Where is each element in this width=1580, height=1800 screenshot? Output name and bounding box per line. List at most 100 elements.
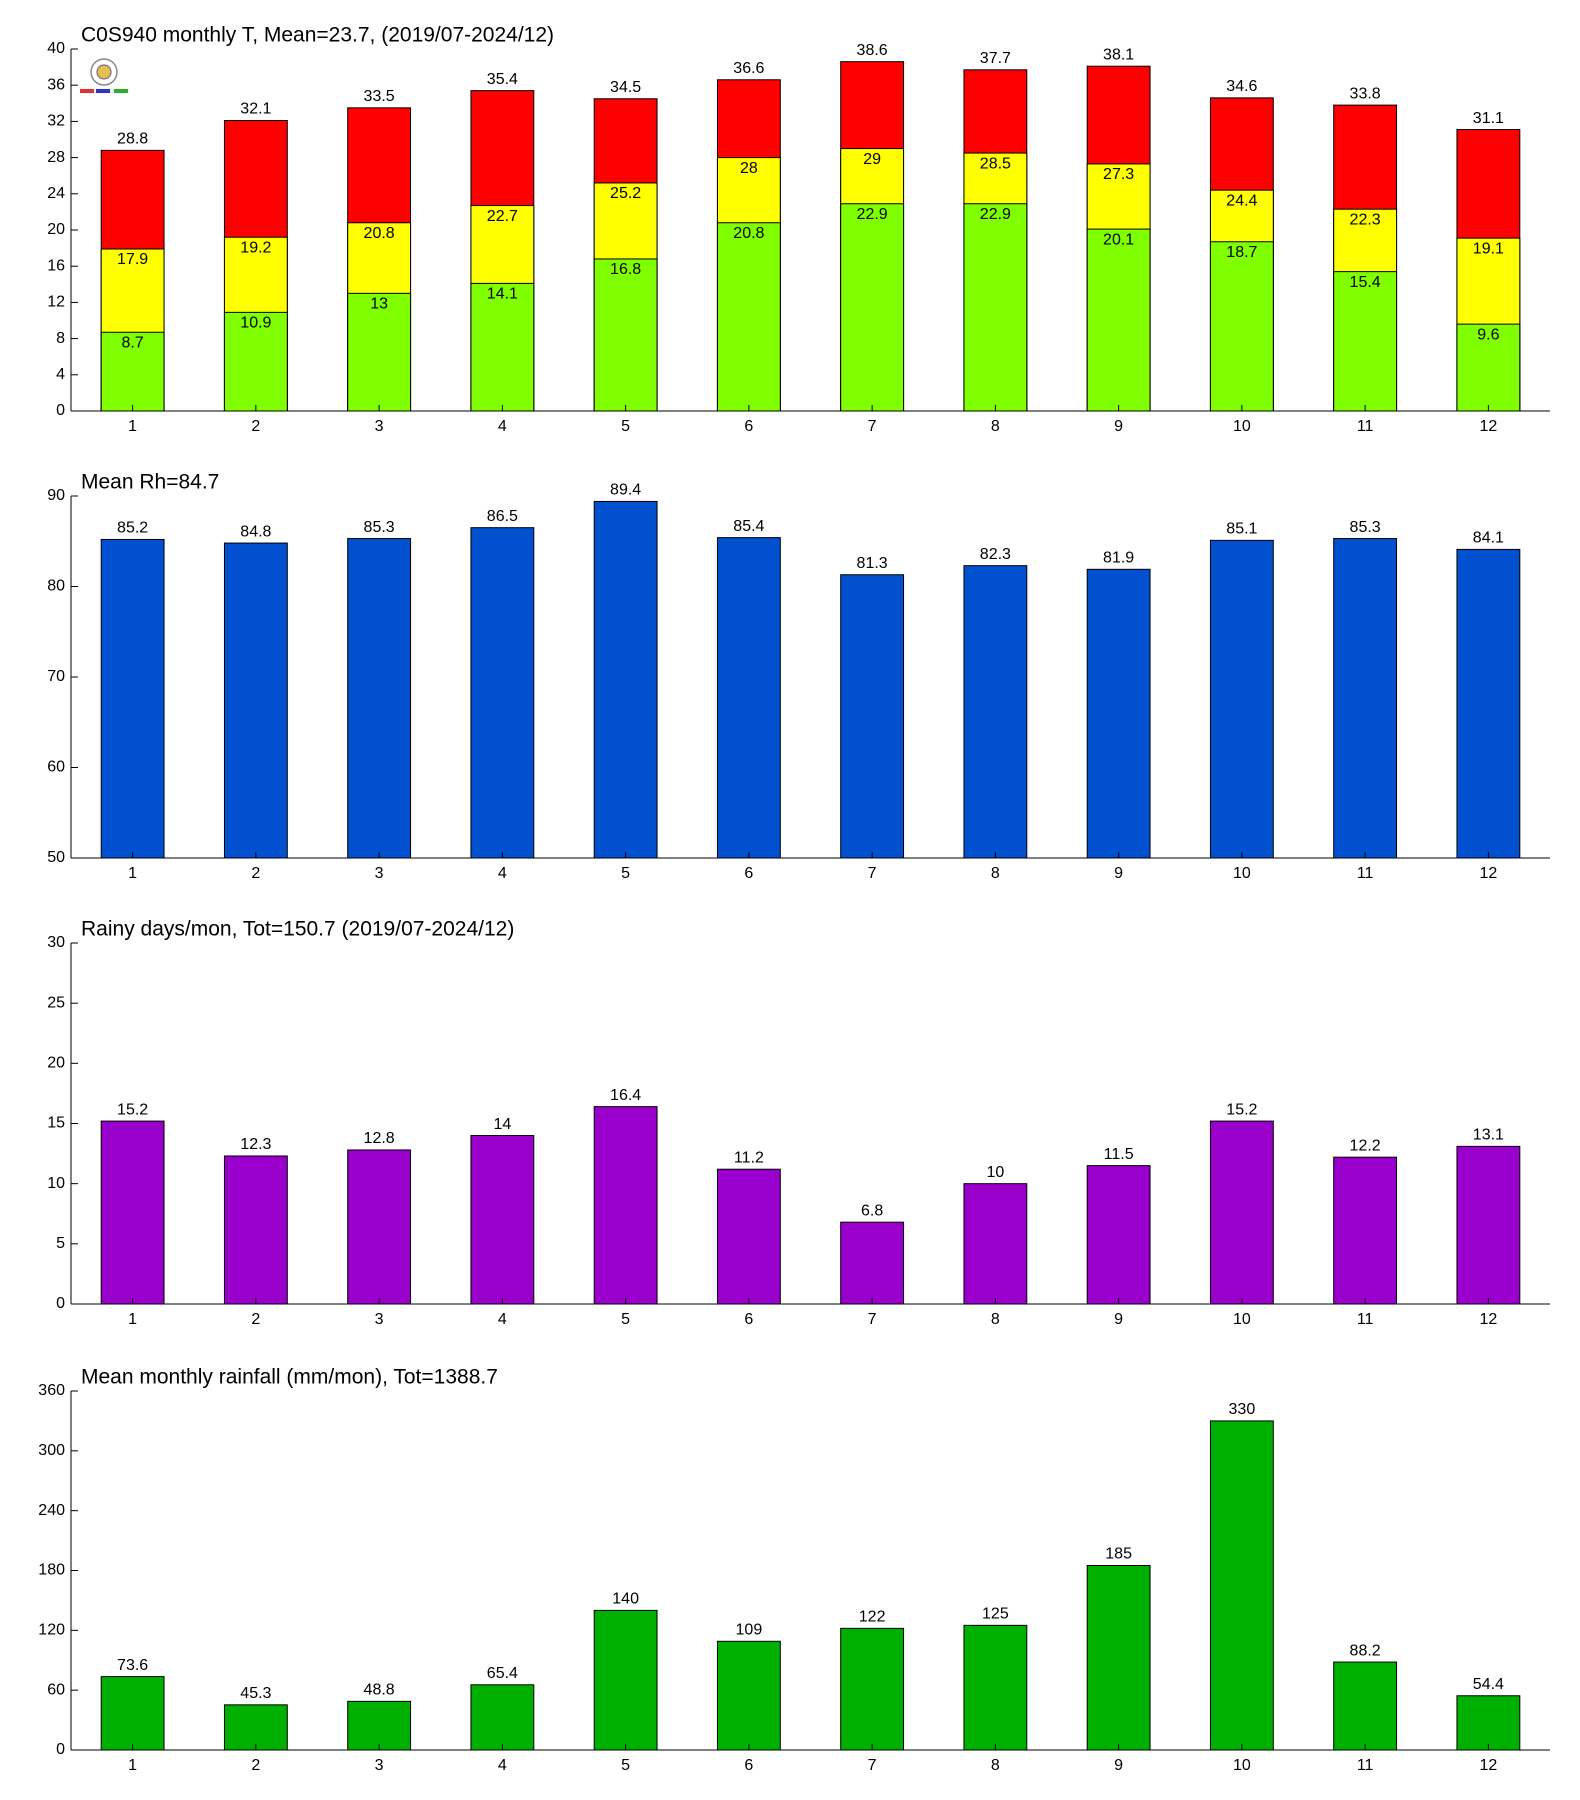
y-tick-label: 32 — [47, 113, 65, 130]
data-label: 34.5 — [610, 79, 641, 96]
data-label: 84.8 — [240, 523, 271, 540]
bar — [347, 1700, 412, 1751]
data-label: 82.3 — [980, 546, 1011, 563]
data-label: 22.3 — [1350, 211, 1381, 228]
bar — [1456, 1695, 1521, 1751]
bar — [470, 1684, 535, 1751]
data-label: 85.3 — [364, 519, 395, 536]
data-label: 330 — [1229, 1401, 1256, 1418]
data-label: 9.6 — [1477, 326, 1499, 343]
data-label: 18.7 — [1226, 244, 1257, 261]
data-label: 31.1 — [1473, 110, 1504, 127]
y-tick-label: 60 — [47, 759, 65, 776]
data-label: 25.2 — [610, 185, 641, 202]
bar — [840, 1627, 905, 1751]
data-label: 13.1 — [1473, 1127, 1504, 1144]
x-tick-label: 10 — [1233, 1311, 1251, 1328]
y-tick-label: 5 — [56, 1235, 65, 1252]
data-label: 81.3 — [857, 555, 888, 572]
bar — [963, 1624, 1028, 1751]
x-tick-label: 10 — [1233, 1757, 1251, 1774]
bar — [716, 222, 781, 412]
x-tick-label: 9 — [1114, 418, 1123, 435]
data-label: 11.2 — [734, 1149, 764, 1166]
data-label: 125 — [982, 1606, 1009, 1623]
data-label: 35.4 — [487, 71, 518, 88]
x-tick-label: 7 — [868, 418, 877, 435]
data-label: 109 — [736, 1622, 763, 1639]
data-label: 36.6 — [733, 60, 764, 77]
data-label: 54.4 — [1473, 1676, 1504, 1693]
data-label: 8.7 — [122, 334, 144, 351]
x-tick-label: 11 — [1357, 865, 1374, 882]
x-tick-label: 8 — [991, 1757, 1000, 1774]
data-label: 16.4 — [610, 1087, 641, 1104]
data-label: 20.8 — [364, 225, 395, 242]
bar — [1086, 228, 1151, 412]
data-label: 85.1 — [1226, 521, 1257, 538]
bar — [716, 1640, 781, 1751]
x-tick-label: 5 — [621, 865, 630, 882]
y-tick-label: 60 — [47, 1681, 65, 1698]
y-tick-label: 80 — [47, 578, 65, 595]
y-tick-label: 25 — [47, 994, 65, 1011]
x-tick-label: 2 — [251, 1311, 260, 1328]
x-tick-label: 12 — [1479, 418, 1497, 435]
y-tick-label: 120 — [38, 1622, 65, 1639]
bar — [963, 203, 1028, 412]
data-label: 45.3 — [240, 1685, 271, 1702]
x-tick-label: 8 — [991, 418, 1000, 435]
data-label: 38.6 — [857, 42, 888, 59]
bar — [593, 500, 658, 859]
bar — [840, 574, 905, 859]
bar — [1456, 323, 1521, 412]
data-label: 22.9 — [980, 206, 1011, 223]
y-tick-label: 10 — [47, 1175, 65, 1192]
data-label: 12.2 — [1350, 1137, 1381, 1154]
x-tick-label: 2 — [251, 418, 260, 435]
y-tick-label: 15 — [47, 1115, 65, 1132]
x-tick-label: 4 — [498, 1757, 507, 1774]
x-tick-label: 4 — [498, 418, 507, 435]
x-tick-label: 2 — [251, 1757, 260, 1774]
data-label: 15.2 — [1226, 1101, 1257, 1118]
x-tick-label: 8 — [991, 1311, 1000, 1328]
y-tick-label: 300 — [38, 1442, 65, 1459]
data-label: 15.2 — [117, 1101, 148, 1118]
data-label: 15.4 — [1350, 274, 1381, 291]
data-label: 185 — [1105, 1546, 1132, 1563]
bar — [470, 1135, 535, 1305]
bar — [100, 1120, 165, 1305]
data-label: 88.2 — [1350, 1642, 1381, 1659]
x-tick-label: 2 — [251, 865, 260, 882]
bar — [223, 1155, 288, 1305]
bar — [1086, 568, 1151, 859]
x-tick-label: 12 — [1479, 1757, 1497, 1774]
bar — [1456, 548, 1521, 859]
data-label: 17.9 — [117, 251, 148, 268]
x-tick-label: 6 — [744, 865, 753, 882]
data-label: 65.4 — [487, 1665, 518, 1682]
data-label: 10 — [986, 1164, 1004, 1181]
bar — [1456, 1145, 1521, 1305]
bar — [1333, 271, 1398, 412]
y-tick-label: 40 — [47, 40, 65, 57]
chart-title: C0S940 monthly T, Mean=23.7, (2019/07-20… — [81, 24, 554, 47]
chart-title: Rainy days/mon, Tot=150.7 (2019/07-2024/… — [81, 918, 514, 941]
x-tick-label: 4 — [498, 1311, 507, 1328]
bar — [347, 1149, 412, 1305]
y-tick-label: 50 — [47, 849, 65, 866]
bar — [1209, 1420, 1274, 1751]
data-label: 140 — [612, 1591, 639, 1608]
x-tick-label: 9 — [1114, 865, 1123, 882]
data-label: 122 — [859, 1609, 886, 1626]
bar — [963, 1183, 1028, 1305]
data-label: 28.8 — [117, 131, 148, 148]
y-tick-label: 0 — [56, 402, 65, 419]
data-label: 29 — [863, 151, 881, 168]
y-tick-label: 20 — [47, 221, 65, 238]
y-tick-label: 28 — [47, 149, 65, 166]
y-tick-label: 90 — [47, 487, 65, 504]
data-label: 22.7 — [487, 208, 518, 225]
